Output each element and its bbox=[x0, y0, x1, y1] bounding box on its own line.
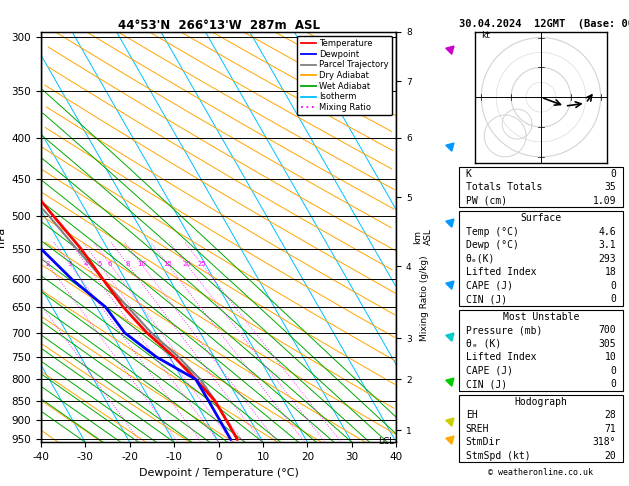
FancyBboxPatch shape bbox=[459, 310, 623, 391]
Text: 15: 15 bbox=[163, 261, 172, 267]
Text: Totals Totals: Totals Totals bbox=[465, 182, 542, 192]
Text: Temp (°C): Temp (°C) bbox=[465, 226, 518, 237]
Text: Most Unstable: Most Unstable bbox=[503, 312, 579, 322]
Text: 6: 6 bbox=[108, 261, 113, 267]
Text: CAPE (J): CAPE (J) bbox=[465, 365, 513, 376]
Text: 25: 25 bbox=[198, 261, 206, 267]
Text: 318°: 318° bbox=[593, 437, 616, 447]
Text: CIN (J): CIN (J) bbox=[465, 294, 507, 304]
Text: 305: 305 bbox=[599, 339, 616, 348]
Text: PW (cm): PW (cm) bbox=[465, 195, 507, 206]
Text: 2: 2 bbox=[46, 261, 50, 267]
X-axis label: Dewpoint / Temperature (°C): Dewpoint / Temperature (°C) bbox=[138, 468, 299, 478]
Text: Hodograph: Hodograph bbox=[515, 397, 567, 407]
FancyBboxPatch shape bbox=[459, 211, 623, 306]
Text: 0: 0 bbox=[610, 365, 616, 376]
Y-axis label: km
ASL: km ASL bbox=[413, 228, 433, 245]
Text: 3: 3 bbox=[68, 261, 72, 267]
FancyBboxPatch shape bbox=[459, 167, 623, 208]
Text: 28: 28 bbox=[604, 410, 616, 420]
Text: SREH: SREH bbox=[465, 424, 489, 434]
Text: 0: 0 bbox=[610, 169, 616, 178]
Text: 0: 0 bbox=[610, 280, 616, 291]
Text: Lifted Index: Lifted Index bbox=[465, 352, 536, 362]
Text: 10: 10 bbox=[137, 261, 146, 267]
Text: K: K bbox=[465, 169, 472, 178]
Text: 700: 700 bbox=[599, 325, 616, 335]
Text: CIN (J): CIN (J) bbox=[465, 379, 507, 389]
Text: 30.04.2024  12GMT  (Base: 00): 30.04.2024 12GMT (Base: 00) bbox=[459, 19, 629, 29]
Text: © weatheronline.co.uk: © weatheronline.co.uk bbox=[489, 469, 593, 477]
Text: 18: 18 bbox=[604, 267, 616, 277]
Y-axis label: hPa: hPa bbox=[0, 227, 6, 247]
Text: CAPE (J): CAPE (J) bbox=[465, 280, 513, 291]
Text: Surface: Surface bbox=[520, 213, 562, 223]
Title: 44°53'N  266°13'W  287m  ASL: 44°53'N 266°13'W 287m ASL bbox=[118, 18, 320, 32]
Text: 5: 5 bbox=[97, 261, 101, 267]
Text: StmSpd (kt): StmSpd (kt) bbox=[465, 451, 530, 461]
Text: 0: 0 bbox=[610, 294, 616, 304]
Text: 3.1: 3.1 bbox=[599, 240, 616, 250]
Text: Dewp (°C): Dewp (°C) bbox=[465, 240, 518, 250]
Text: 35: 35 bbox=[604, 182, 616, 192]
Text: StmDir: StmDir bbox=[465, 437, 501, 447]
Text: kt: kt bbox=[481, 31, 490, 39]
Text: Pressure (mb): Pressure (mb) bbox=[465, 325, 542, 335]
Text: 4: 4 bbox=[84, 261, 89, 267]
Text: θₑ (K): θₑ (K) bbox=[465, 339, 501, 348]
Text: 4.6: 4.6 bbox=[599, 226, 616, 237]
Legend: Temperature, Dewpoint, Parcel Trajectory, Dry Adiabat, Wet Adiabat, Isotherm, Mi: Temperature, Dewpoint, Parcel Trajectory… bbox=[298, 36, 392, 115]
Text: 20: 20 bbox=[182, 261, 191, 267]
FancyBboxPatch shape bbox=[459, 395, 623, 462]
Text: 20: 20 bbox=[604, 451, 616, 461]
Text: 10: 10 bbox=[604, 352, 616, 362]
Text: LCL: LCL bbox=[378, 436, 394, 446]
Text: Mixing Ratio (g/kg): Mixing Ratio (g/kg) bbox=[420, 256, 429, 341]
Text: 293: 293 bbox=[599, 254, 616, 263]
Text: 0: 0 bbox=[610, 379, 616, 389]
Text: 8: 8 bbox=[125, 261, 130, 267]
Text: 71: 71 bbox=[604, 424, 616, 434]
Text: EH: EH bbox=[465, 410, 477, 420]
Text: 1.09: 1.09 bbox=[593, 195, 616, 206]
Text: Lifted Index: Lifted Index bbox=[465, 267, 536, 277]
Text: θₑ(K): θₑ(K) bbox=[465, 254, 495, 263]
